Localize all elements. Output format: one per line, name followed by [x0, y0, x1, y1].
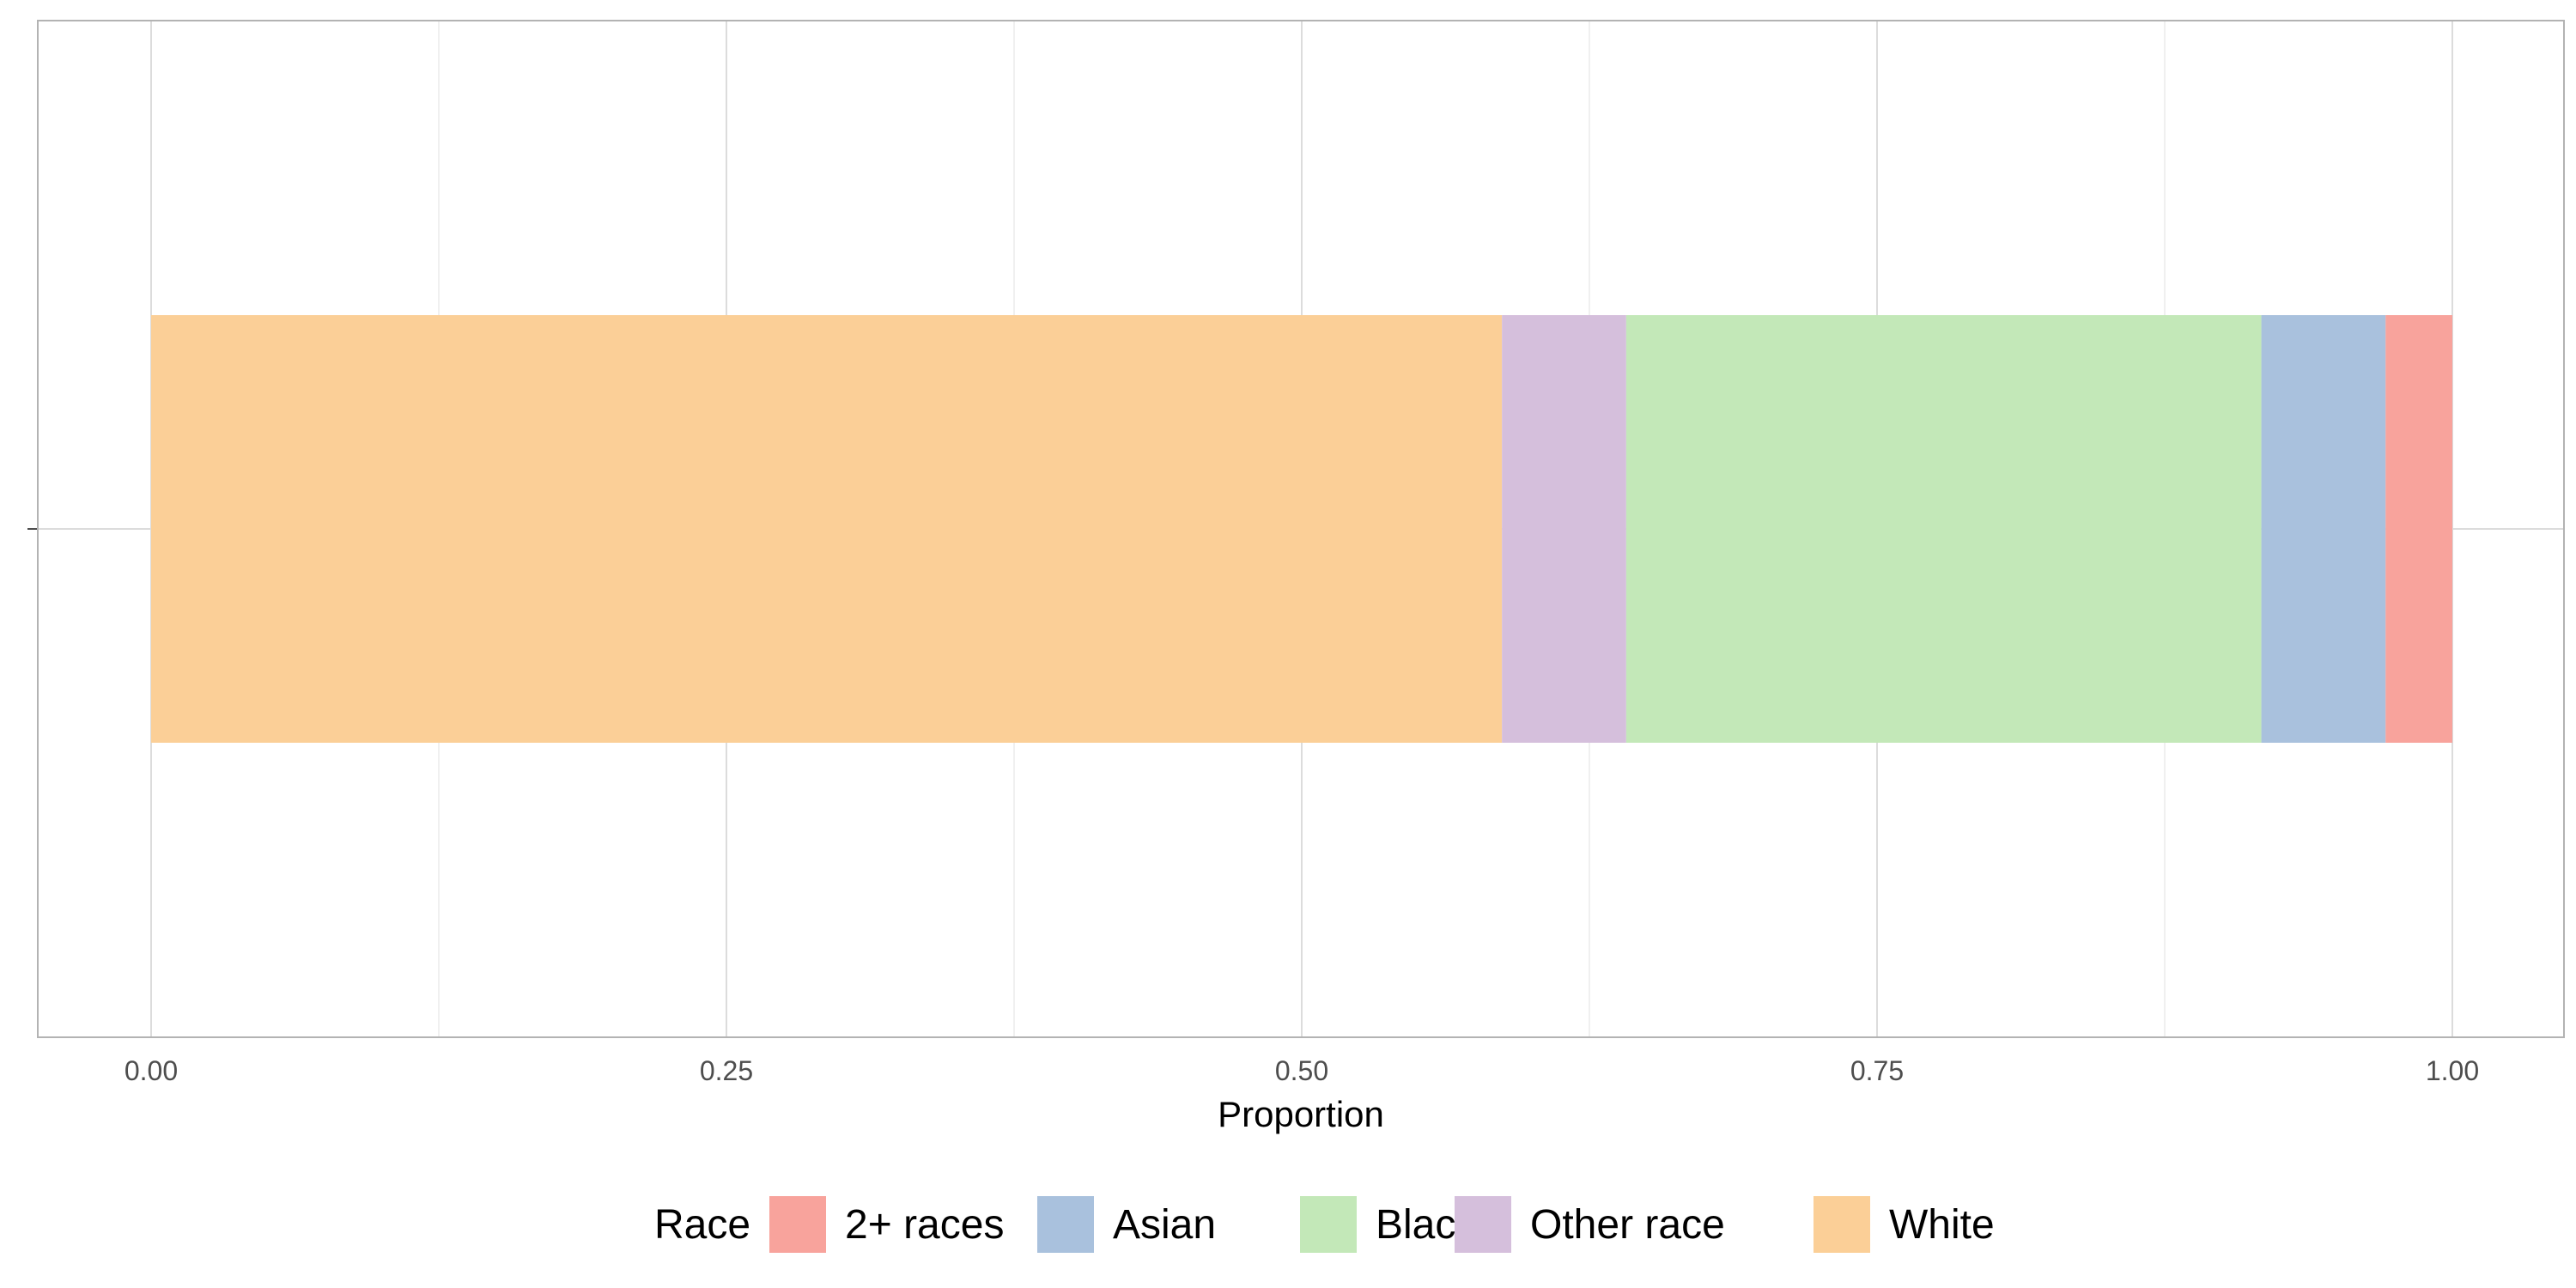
bar-segments — [151, 315, 2452, 743]
bar-segment-2-races — [2385, 315, 2452, 743]
legend-key-swatch — [769, 1196, 826, 1253]
legend-label: White — [1889, 1202, 1995, 1248]
x-tick-label: 1.00 — [2426, 1055, 2479, 1086]
bar-segment-other-race — [1502, 315, 1626, 743]
legend-label: Other race — [1530, 1202, 1725, 1248]
x-tick-label: 0.75 — [1850, 1055, 1904, 1086]
x-axis-title: Proportion — [1218, 1094, 1384, 1134]
legend-title: Race — [654, 1202, 750, 1248]
legend-key-swatch — [1814, 1196, 1870, 1253]
bar-segment-black — [1625, 315, 2262, 743]
x-axis-ticks: 0.00 0.25 0.50 0.75 1.00 — [125, 1055, 2479, 1086]
bar-segment-white — [151, 315, 1503, 743]
legend-key-swatch — [1037, 1196, 1094, 1253]
x-tick-label: 0.00 — [125, 1055, 178, 1086]
x-tick-label: 0.25 — [700, 1055, 753, 1086]
legend-label: 2+ races — [845, 1202, 1004, 1248]
x-tick-label: 0.50 — [1275, 1055, 1328, 1086]
bar-segment-asian — [2261, 315, 2386, 743]
legend-key-swatch — [1455, 1196, 1511, 1253]
legend-label: Asian — [1113, 1202, 1216, 1248]
legend-items: 2+ races Asian Black Other race White — [769, 1196, 1995, 1253]
panel-border — [37, 20, 2565, 1038]
legend-key-swatch — [1300, 1196, 1357, 1253]
legend: Race 2+ races Asian Black Other race White — [654, 1196, 1995, 1253]
